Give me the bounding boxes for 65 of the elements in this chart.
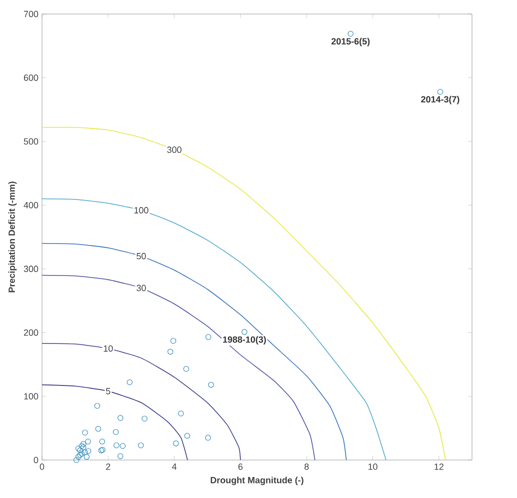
point: [114, 442, 120, 448]
line-series: [42, 274, 316, 460]
y-tick-label: 400: [24, 202, 38, 208]
point: [178, 410, 184, 416]
line-series: [42, 198, 386, 460]
series-label: 50: [136, 252, 146, 260]
y-tick-label: 700: [24, 10, 38, 18]
point: [112, 429, 119, 435]
point: [75, 454, 82, 460]
annotation: 2014-3(7): [421, 96, 460, 104]
point: [118, 415, 124, 421]
point: [75, 446, 82, 452]
point: [82, 449, 88, 456]
line-series: [42, 343, 241, 460]
x-axis-title: Drought Magnitude (-): [210, 476, 304, 486]
point: [120, 443, 126, 449]
y-axis-title: Precipitation Deficit (-mm): [8, 182, 17, 292]
x-tick-label: 8: [304, 464, 309, 470]
point: [118, 453, 124, 460]
point: [94, 402, 100, 409]
line-series: [42, 242, 347, 460]
line-series: [42, 384, 188, 460]
y-tick-label: 0: [34, 456, 38, 464]
point: [205, 334, 212, 340]
x-tick-label: 6: [238, 464, 243, 470]
annotation: 2015-6(5): [331, 38, 370, 46]
point: [205, 434, 211, 441]
y-tick-label: 200: [24, 329, 38, 336]
point: [348, 30, 354, 37]
x-tick-label: 10: [368, 464, 378, 470]
series-label: 10: [104, 345, 113, 352]
point: [84, 454, 90, 460]
point: [170, 338, 176, 344]
x-tick-label: 0: [40, 464, 44, 470]
point: [74, 457, 80, 463]
point: [85, 438, 91, 444]
line-series: [42, 126, 446, 460]
y-tick-label: 100: [24, 393, 38, 400]
point: [85, 448, 92, 454]
point: [138, 442, 144, 448]
annotation: 1988-10(3): [223, 336, 266, 344]
series-label: 30: [136, 284, 146, 292]
point: [184, 432, 190, 439]
y-tick-label: 500: [24, 138, 38, 145]
point: [80, 441, 86, 447]
point: [142, 416, 148, 422]
point: [78, 450, 85, 457]
point: [437, 88, 444, 95]
point: [126, 379, 133, 386]
point: [167, 348, 174, 355]
series-label: 5: [106, 388, 110, 394]
point: [82, 430, 88, 436]
y-tick-label: 300: [24, 266, 38, 272]
point: [77, 448, 83, 454]
x-tick-label: 2: [106, 464, 110, 470]
point: [183, 366, 190, 372]
point: [173, 440, 179, 446]
point: [77, 452, 83, 458]
x-tick-label: 12: [434, 464, 444, 470]
point: [242, 329, 248, 335]
point: [99, 438, 106, 444]
point: [95, 426, 102, 432]
x-tick-label: 4: [172, 464, 177, 470]
point: [208, 382, 214, 388]
y-tick-label: 600: [24, 74, 38, 81]
